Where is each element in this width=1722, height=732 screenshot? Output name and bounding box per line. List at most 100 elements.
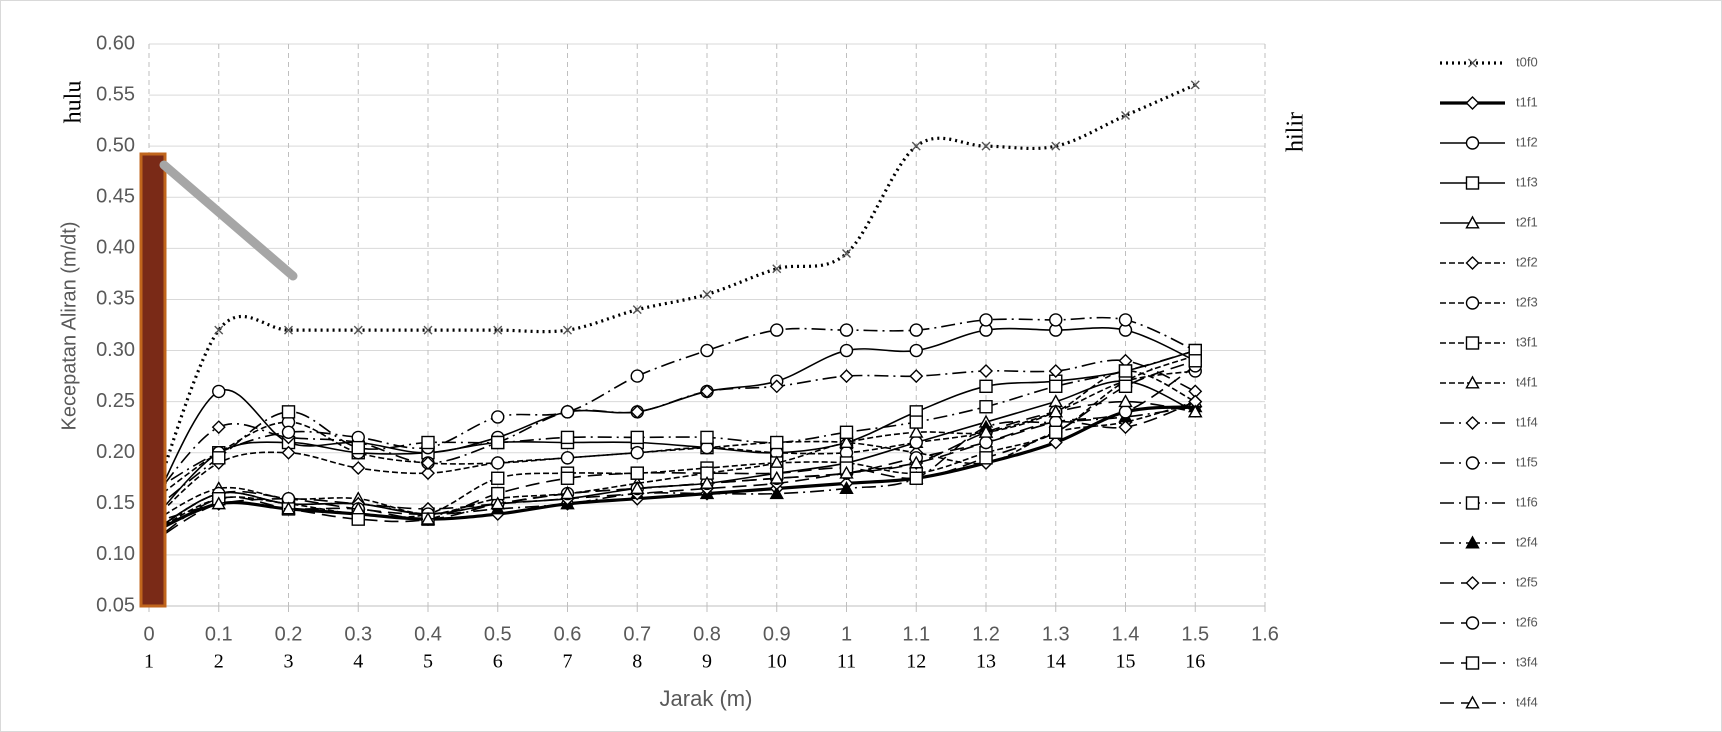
legend: t0f0 t1f1 t1f2 t1f3 t2f1 t2f2 t2f3 t3f1 t4f1 t1f4… [1440,54,1538,709]
series-line [148,349,1196,525]
marker [1118,394,1133,408]
series-t3f4 [142,354,1202,552]
marker [491,456,505,470]
marker [909,471,923,485]
marker [1465,535,1480,549]
series-line [147,83,1196,515]
marker [1465,96,1480,110]
series-line [148,400,1196,546]
y-tick-label: 0.35 [96,288,135,310]
marker [281,405,296,419]
legend-label: t2f3 [1516,294,1538,309]
marker [700,384,714,399]
x-tick-label: 1.3 [1042,623,1070,645]
marker [1049,379,1063,394]
legend-item: t2f2 [1440,254,1538,270]
series-t1f6 [142,343,1202,521]
legend-label: t1f2 [1516,134,1538,149]
series-line [148,354,1196,536]
legend-item: t3f4 [1440,654,1538,670]
x-tick-label: 0.6 [554,623,582,645]
y-tick-label: 0.15 [96,492,135,514]
legend-item: t2f4 [1440,534,1538,549]
marker [909,415,923,429]
legend-item: t2f1 [1440,214,1538,229]
station-label: 2 [214,651,224,673]
marker [978,424,994,438]
marker [1465,616,1480,630]
legend-item: t4f4 [1440,694,1538,709]
marker [839,435,854,449]
marker [351,512,365,526]
marker [1118,405,1133,419]
station-label: 12 [906,651,926,673]
marker [630,466,644,480]
marker [979,313,993,327]
marker [1465,656,1480,670]
marker [700,430,714,445]
marker [421,435,435,450]
legend-item: t1f6 [1440,494,1538,510]
y-tick-label: 0.25 [96,390,135,412]
marker [560,486,575,500]
marker [353,325,363,335]
marker [1049,425,1063,439]
marker [981,141,991,151]
marker [1118,420,1133,435]
legend-label: t2f5 [1516,574,1538,589]
marker [1465,336,1480,350]
x-tick-label: 1.2 [972,623,1000,645]
marker [630,404,645,419]
marker [1465,496,1480,510]
legend-label: t1f4 [1516,414,1538,429]
y-tick-label: 0.05 [96,594,135,616]
station-label: 7 [563,651,573,673]
x-tick-label: 0.9 [763,623,791,645]
station-label: 9 [702,651,712,673]
legend-label: t1f3 [1516,174,1538,189]
marker [1465,695,1480,709]
marker [351,461,366,476]
marker [1190,80,1200,90]
marker [1188,404,1203,418]
x-tick-label: 0.7 [623,623,651,645]
marker [1188,354,1202,368]
annotation-hilir: hilir [1283,112,1309,152]
station-label: 3 [284,651,294,673]
marker [842,248,851,258]
legend-label: t4f1 [1516,374,1538,389]
marker [214,325,224,335]
legend-item: t4f1 [1440,374,1538,389]
marker [839,323,854,337]
marker [979,400,993,414]
marker [1465,136,1480,150]
series-t4f4 [141,394,1203,551]
series-line [148,400,1196,526]
x-tick-label: 0.4 [414,623,442,645]
x-tick-label: 0.5 [484,623,512,645]
series-layer [141,80,1203,552]
y-tick-label: 0.45 [96,186,135,208]
marker [909,435,923,450]
marker [212,384,226,399]
marker [772,264,782,274]
marker [1465,296,1480,310]
series-line [148,360,1196,546]
legend-item: t1f5 [1440,454,1538,470]
marker [1118,379,1133,394]
x-tick-label: 1.6 [1251,623,1279,645]
series-line [148,400,1196,525]
legend-label: t2f1 [1516,214,1538,229]
marker [979,363,993,378]
legend-label: t2f2 [1516,254,1538,269]
x-tick-label: 0.3 [344,623,372,645]
marker [909,369,924,384]
station-label: 15 [1116,651,1136,673]
legend-item: t1f2 [1440,134,1538,150]
station-label: 13 [976,651,996,673]
marker [1468,58,1477,68]
marker [1121,111,1130,121]
